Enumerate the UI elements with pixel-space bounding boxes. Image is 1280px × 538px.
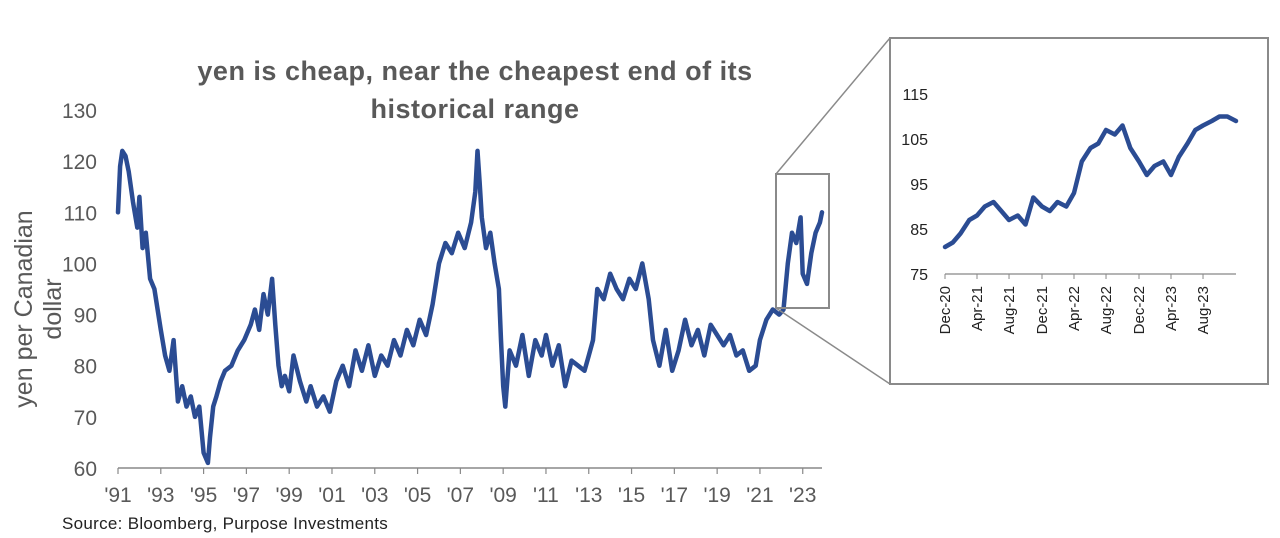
chart-title-line1: yen is cheap, near the cheapest end of i…	[197, 56, 753, 86]
inset-x-tick-label: Aug-21	[1001, 286, 1018, 334]
chart-title-line2: historical range	[370, 94, 580, 124]
inset-series-line	[942, 114, 1239, 250]
inset-y-tick-label: 75	[910, 267, 928, 284]
inset-x-tick-label: Apr-22	[1066, 286, 1083, 331]
inset-x-tick-label: Aug-23	[1195, 286, 1212, 334]
inset-x-tick-label: Dec-22	[1131, 286, 1148, 334]
y-tick-label: 100	[62, 253, 97, 276]
x-tick-label: '17	[661, 484, 688, 507]
inset-x-tick-label: Apr-21	[969, 286, 986, 331]
chart-title: yen is cheap, near the cheapest end of i…	[95, 52, 855, 128]
y-tick-label: 120	[62, 151, 97, 174]
x-tick-label: '95	[190, 484, 217, 507]
inset-x-tick-label: Dec-20	[937, 286, 954, 334]
x-tick-label: '07	[447, 484, 474, 507]
x-tick-label: '11	[533, 484, 559, 507]
x-tick-label: '13	[575, 484, 602, 507]
x-tick-label: '99	[275, 484, 302, 507]
zoom-connector-bottom	[775, 307, 891, 385]
source-note: Source: Bloomberg, Purpose Investments	[62, 514, 389, 533]
x-tick-label: '19	[703, 484, 730, 507]
inset-y-tick-label: 85	[910, 222, 928, 239]
x-tick-label: '23	[789, 484, 816, 507]
y-tick-label: 70	[74, 407, 97, 430]
x-tick-label: '09	[489, 484, 516, 507]
inset-y-tick-label: 115	[902, 87, 928, 104]
y-tick-label: 80	[74, 356, 97, 379]
inset-x-tick-label: Apr-23	[1163, 286, 1180, 331]
x-tick-label: '97	[233, 484, 260, 507]
x-tick-label: '93	[147, 484, 174, 507]
x-tick-label: '05	[404, 484, 431, 507]
zoom-connector-top	[775, 37, 891, 175]
x-tick-label: '03	[361, 484, 388, 507]
y-tick-label: 90	[74, 305, 97, 328]
zoom-highlight-box	[775, 173, 830, 309]
inset-x-tick-label: Aug-22	[1098, 286, 1115, 334]
inset-y-tick-label: 95	[910, 177, 928, 194]
x-tick-label: '91	[104, 484, 131, 507]
y-tick-label: 110	[64, 202, 97, 225]
x-tick-label: '15	[618, 484, 645, 507]
y-tick-label: 130	[62, 100, 97, 123]
inset-y-tick-label: 105	[901, 132, 928, 149]
x-tick-label: '21	[746, 484, 773, 507]
inset-panel	[889, 37, 1269, 385]
x-tick-label: '01	[318, 484, 345, 507]
y-tick-label: 60	[74, 458, 97, 481]
main-series-line	[115, 148, 825, 466]
inset-x-tick-label: Dec-21	[1034, 286, 1051, 334]
